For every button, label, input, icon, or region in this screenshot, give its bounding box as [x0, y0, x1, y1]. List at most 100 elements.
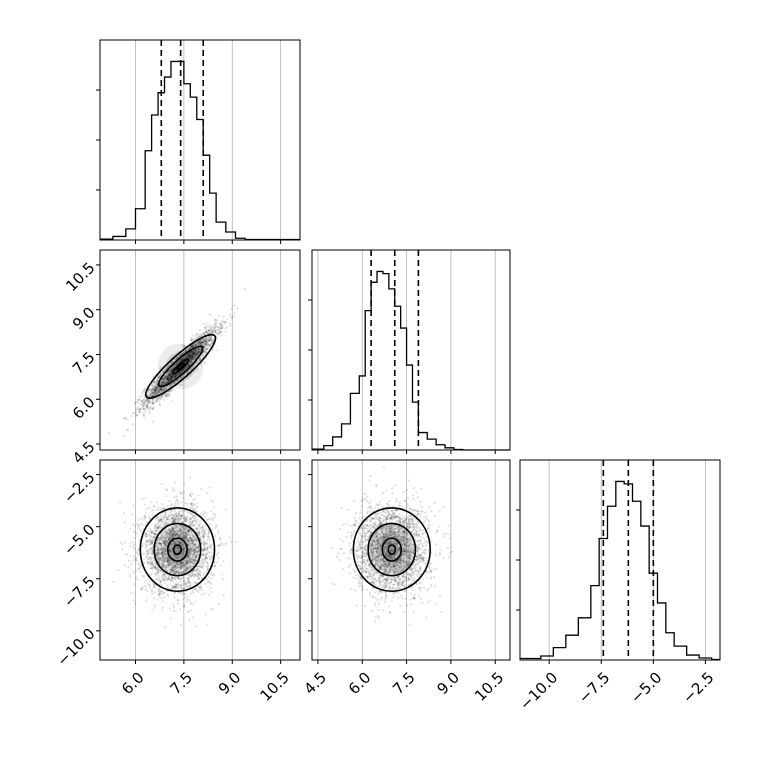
scatter-point	[162, 381, 165, 384]
scatter-point	[167, 376, 170, 379]
scatter-point	[164, 386, 168, 389]
scatter-point	[158, 390, 161, 393]
scatter-point	[192, 351, 196, 354]
scatter-point	[204, 342, 207, 345]
scatter-point	[194, 356, 197, 359]
scatter-point	[194, 362, 197, 365]
scatter-point	[156, 386, 159, 389]
scatter-point	[183, 596, 187, 599]
scatter-point	[172, 377, 175, 380]
scatter-point	[195, 344, 198, 347]
scatter-point	[186, 370, 189, 374]
scatter-point	[198, 329, 202, 332]
scatter-point	[188, 598, 191, 602]
scatter-point	[207, 331, 210, 334]
scatter-point	[204, 345, 207, 348]
scatter-point	[194, 356, 197, 359]
scatter-point	[164, 368, 167, 371]
scatter-point	[117, 568, 120, 572]
scatter-point	[196, 353, 199, 356]
scatter-point	[162, 591, 166, 594]
scatter-point	[161, 378, 164, 381]
scatter-point	[176, 361, 180, 364]
scatter-point	[192, 603, 195, 606]
scatter-point	[222, 559, 225, 563]
scatter-point	[165, 375, 168, 378]
scatter-point	[145, 405, 148, 408]
scatter-point	[127, 428, 130, 432]
scatter-point	[191, 360, 194, 364]
scatter-point	[179, 492, 182, 495]
scatter-point	[179, 358, 182, 362]
scatter-point	[179, 372, 182, 375]
scatter-point	[143, 561, 146, 564]
scatter-point	[201, 354, 204, 357]
scatter-point	[155, 400, 158, 404]
scatter-point	[178, 360, 181, 363]
scatter-point	[167, 377, 170, 381]
scatter-point	[192, 351, 195, 354]
scatter-point	[167, 375, 170, 378]
scatter-point	[167, 378, 170, 381]
scatter-point	[203, 338, 206, 341]
scatter-point	[194, 349, 197, 352]
scatter-point	[148, 400, 152, 403]
scatter-point	[192, 591, 195, 594]
scatter-point	[197, 350, 200, 353]
scatter-point	[181, 369, 185, 372]
scatter-point	[196, 589, 199, 592]
scatter-point	[191, 498, 195, 501]
scatter-point	[151, 387, 154, 391]
scatter-point	[221, 325, 225, 328]
scatter-point	[198, 357, 202, 360]
scatter-point	[194, 352, 197, 355]
scatter-point	[195, 555, 198, 558]
scatter-point	[164, 373, 168, 376]
scatter-point	[190, 351, 194, 354]
scatter-point	[199, 573, 202, 577]
scatter-point	[171, 374, 174, 377]
scatter-point	[204, 510, 207, 514]
scatter-point	[176, 373, 179, 376]
scatter-point	[184, 350, 187, 353]
scatter-point	[199, 339, 202, 342]
scatter-point	[145, 400, 148, 403]
scatter-point	[161, 563, 164, 566]
scatter-point	[191, 582, 194, 585]
scatter-point	[168, 370, 171, 373]
scatter-point	[193, 348, 196, 351]
scatter-point	[191, 555, 194, 558]
axes-frame	[99, 39, 301, 241]
scatter-point	[221, 573, 224, 576]
scatter-point	[194, 355, 197, 358]
scatter-point	[162, 377, 165, 381]
scatter-point	[148, 407, 151, 410]
scatter-point	[174, 381, 178, 384]
scatter-point	[187, 363, 190, 366]
scatter-point	[153, 389, 156, 392]
scatter-point	[178, 360, 181, 363]
scatter-point	[137, 401, 140, 405]
scatter-point	[189, 355, 192, 359]
scatter-point	[122, 434, 125, 438]
scatter-point	[175, 361, 178, 365]
scatter-point	[156, 396, 159, 400]
scatter-point	[228, 313, 231, 316]
scatter-point	[188, 362, 191, 365]
scatter-point	[181, 582, 185, 585]
scatter-point	[155, 380, 158, 384]
scatter-point	[149, 560, 152, 564]
scatter-point	[176, 379, 179, 382]
scatter-point	[188, 353, 191, 357]
scatter-point	[152, 381, 155, 384]
scatter-point	[178, 359, 181, 362]
scatter-point	[169, 375, 172, 378]
scatter-point	[162, 579, 165, 582]
scatter-point	[174, 609, 177, 612]
scatter-point	[154, 392, 157, 395]
scatter-point	[171, 374, 174, 377]
scatter-point	[146, 394, 149, 397]
scatter-point	[188, 574, 192, 577]
scatter-point	[164, 386, 167, 389]
scatter-point	[191, 353, 194, 356]
